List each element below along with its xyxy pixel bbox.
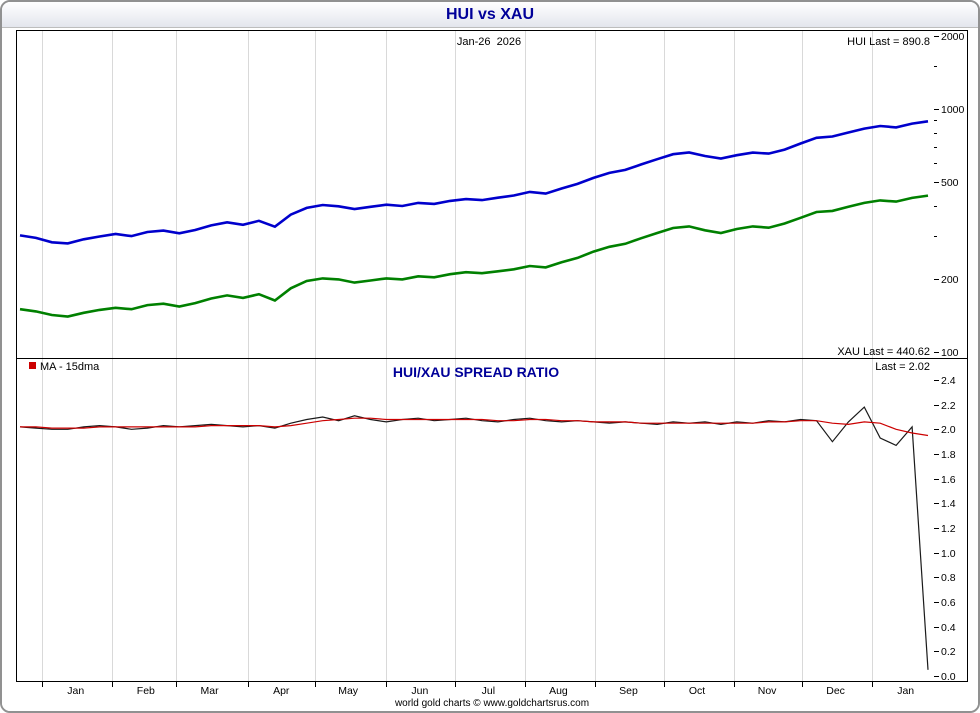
y-tick-label: 1.2 (941, 523, 956, 535)
y-tick-label: 0.8 (941, 572, 956, 584)
ma-legend-swatch (29, 362, 36, 369)
y-tick-label: 2000 (941, 31, 965, 43)
series-layer (19, 120, 929, 670)
y-tick-label: 1000 (941, 104, 965, 116)
date-annotation: Jan-26 2026 (457, 36, 521, 48)
month-label: Jan (67, 685, 84, 697)
month-label: Apr (273, 685, 290, 697)
series-xau-line (19, 194, 929, 318)
month-label: Mar (201, 685, 220, 697)
footer-credit: world gold charts © www.goldchartsrus.co… (394, 698, 589, 709)
y-tick-label: 1.0 (941, 548, 956, 560)
month-label: Feb (137, 685, 155, 697)
month-label: May (338, 685, 359, 697)
chart-canvas: Jan Feb Mar Apr May Jun Jul Aug Sep Oct Nov Dec Jan 2… (16, 30, 968, 709)
month-label: Jan (897, 685, 914, 697)
axis-layer: Jan Feb Mar Apr May Jun Jul Aug Sep Oct Nov Dec Jan 2… (42, 31, 965, 697)
y-tick-label: 0.4 (941, 622, 956, 634)
chart-frame (16, 30, 968, 682)
month-label: Jul (482, 685, 495, 697)
y-tick-label: 0.2 (941, 646, 956, 658)
chart-body: Jan Feb Mar Apr May Jun Jul Aug Sep Oct Nov Dec Jan 2… (2, 28, 978, 711)
y-tick-label: 1.6 (941, 474, 956, 486)
y-tick-label: 1.4 (941, 498, 956, 510)
month-label: Dec (826, 685, 845, 697)
series-ma-15dma-line (20, 417, 929, 437)
ma-legend-label: MA - 15dma (40, 361, 100, 373)
month-label: Aug (549, 685, 568, 697)
ratio-last-label: Last = 2.02 (875, 361, 930, 373)
month-label: Oct (689, 685, 705, 697)
y-tick-label: 2.2 (941, 400, 956, 412)
y-tick-label: 0.0 (941, 671, 956, 683)
chart-title: HUI vs XAU (445, 5, 535, 23)
y-tick-label: 2.4 (941, 375, 956, 387)
hui-last-label: HUI Last = 890.8 (847, 36, 930, 48)
y-tick-label: 500 (941, 177, 959, 189)
month-label: Nov (758, 685, 777, 697)
y-tick-label: 100 (941, 347, 959, 359)
titlebar: HUI vs XAU (2, 2, 978, 28)
month-label: Jun (411, 685, 428, 697)
series-hui-line (19, 120, 929, 245)
ratio-panel-title: HUI/XAU SPREAD RATIO (393, 364, 559, 380)
y-tick-label: 2.0 (941, 424, 956, 436)
y-tick-label: 0.6 (941, 597, 956, 609)
grid-layer (42, 31, 873, 681)
xau-last-label: XAU Last = 440.62 (837, 346, 930, 358)
month-label: Sep (619, 685, 638, 697)
y-tick-label: 1.8 (941, 449, 956, 461)
y-tick-label: 200 (941, 274, 959, 286)
